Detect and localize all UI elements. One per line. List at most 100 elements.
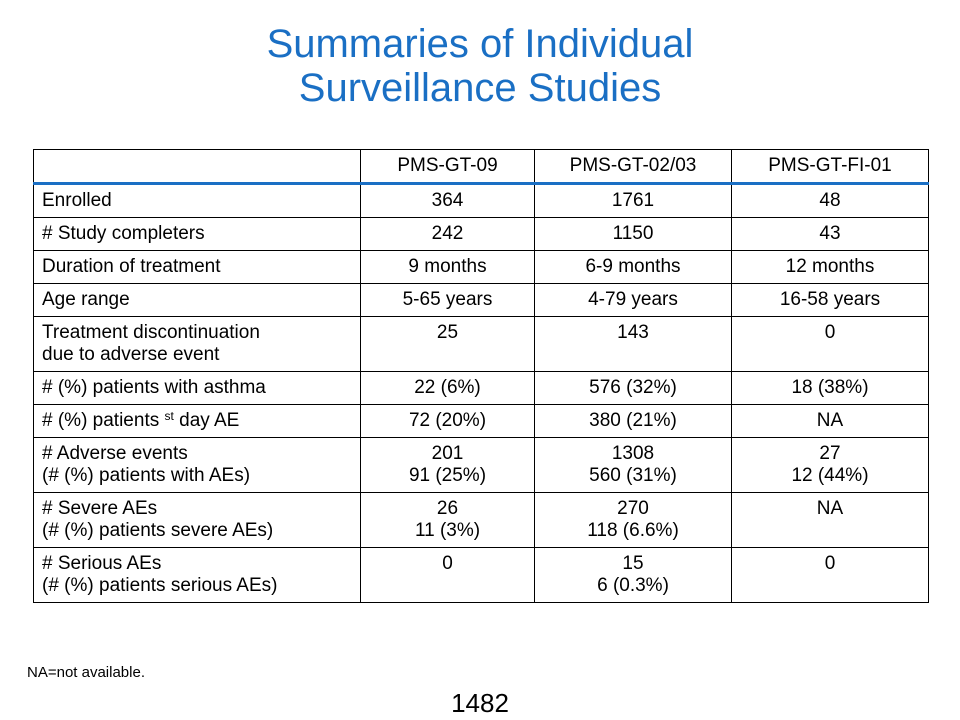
row-label-cell: Treatment discontinuation due to adverse … [33,316,361,372]
slide-title-line-2: Surveillance Studies [298,66,662,110]
value-text: 15 [622,553,644,574]
value-cell: 242 [360,217,535,251]
row-label-cell: # (%) patients with asthma [33,371,361,405]
table-row: # Adverse events (# (%) patients with AEs… [33,437,929,493]
row-label-cell: # Severe AEs (# (%) patients severe AEs) [33,492,361,548]
value-text: 11 (3%) [414,520,481,541]
value-cell: 26 11 (3%) [360,492,535,548]
table-row: Age range 5-65 years 4-79 years 16-58 years [33,283,929,317]
table-row: # (%) patients st day AE 72 (20%) 380 (21%… [33,404,929,438]
value-cell: 18 (38%) [731,371,929,405]
value-text: 0 [442,553,453,574]
value-cell: 72 (20%) [360,404,535,438]
value-text: 560 (31%) [589,465,677,486]
row-label-text: # Study completers [42,223,205,244]
value-text: 26 [436,498,459,519]
value-text: 48 [819,190,841,211]
value-cell: 48 [731,183,929,218]
row-label-cell: Enrolled [33,183,361,218]
surveillance-studies-table: PMS-GT-09 PMS-GT-02/03 PMS-GT-FI-01 Enro… [33,149,929,603]
value-cell: 43 [731,217,929,251]
table-row: Treatment discontinuation due to adverse … [33,316,929,372]
value-cell: 4-79 years [534,283,732,317]
value-text: 364 [431,190,464,211]
value-text: 0 [824,553,836,574]
value-text: 270 [617,498,649,519]
value-cell: 576 (32%) [534,371,732,405]
value-text: 380 (21%) [589,410,677,431]
value-text: 18 (38%) [791,377,869,398]
row-label-cell: # Study completers [33,217,361,251]
value-text: 91 (25%) [408,465,487,486]
value-text: 16-58 years [779,289,881,310]
value-cell: 5-65 years [360,283,535,317]
value-text: 43 [819,223,841,244]
value-cell: 0 [731,316,929,372]
table-body: Enrolled 364 1761 48 # Study completers 242 11… [33,183,929,603]
row-label-text: Enrolled [42,190,112,211]
row-label-cell: # (%) patients st day AE [33,404,361,438]
value-text: NA [816,498,844,519]
value-cell: 1761 [534,183,732,218]
value-cell: 25 [360,316,535,372]
value-text: 118 (6.6%) [587,520,679,541]
value-text: 1308 [611,443,655,464]
value-cell: NA [731,404,929,438]
row-label-text: (# (%) patients serious AEs) [42,575,278,596]
row-label-cell: Age range [33,283,361,317]
value-text: 22 (6%) [414,377,481,398]
value-text: 12 (44%) [791,465,869,486]
row-label-text: Duration of treatment [42,256,221,277]
slide-title-line-1: Summaries of Individual [266,22,694,66]
value-text: 27 [819,443,841,464]
value-cell: 1150 [534,217,732,251]
header-cell-pms-gt-fi-01: PMS-GT-FI-01 [731,149,929,185]
value-cell: 270 118 (6.6%) [534,492,732,548]
row-label-text: due to adverse event [42,344,220,365]
row-label-text: # (%) patients with asthma [42,377,266,398]
footnote: NA=not available. [27,664,145,681]
row-label-text: day AE [173,410,240,431]
header-cell-pms-gt-09: PMS-GT-09 [360,149,535,185]
value-text: 242 [431,223,464,244]
value-text: 4-79 years [588,289,678,310]
value-cell: 143 [534,316,732,372]
table-header-row: PMS-GT-09 PMS-GT-02/03 PMS-GT-FI-01 [33,149,929,185]
header-cell-pms-gt-02-03: PMS-GT-02/03 [534,149,732,185]
value-cell: 364 [360,183,535,218]
value-cell: 1308 560 (31%) [534,437,732,493]
row-label-superscript: st [164,409,174,423]
row-label-text: (# (%) patients with AEs) [42,465,251,486]
slide-title: Summaries of Individual Surveillance Stu… [0,22,960,110]
value-text: 0 [824,322,836,343]
value-cell: 15 6 (0.3%) [534,547,732,603]
row-label-cell: Duration of treatment [33,250,361,284]
value-cell: 9 months [360,250,535,284]
value-text: NA [816,410,844,431]
value-cell: 6-9 months [534,250,732,284]
table-row: # Severe AEs (# (%) patients severe AEs) 2… [33,492,929,548]
row-label-cell: # Adverse events (# (%) patients with AEs… [33,437,361,493]
value-text: 143 [617,322,649,343]
row-label-text: # Adverse events [42,443,188,464]
value-text: 576 (32%) [589,377,677,398]
value-text: 1761 [611,190,655,211]
row-label-text: Treatment discontinuation [42,322,260,343]
value-text: 72 (20%) [408,410,487,431]
table-row: # Serious AEs (# (%) patients serious AEs… [33,547,929,603]
row-label-text: # Serious AEs [42,553,162,574]
row-label-text: Age range [42,289,130,310]
table-row: Enrolled 364 1761 48 [33,183,929,218]
value-cell: NA [731,492,929,548]
row-label-cell: # Serious AEs (# (%) patients serious AEs… [33,547,361,603]
table-row: # (%) patients with asthma 22 (6%) 576 (32… [33,371,929,405]
table-row: # Study completers 242 1150 43 [33,217,929,251]
value-text: 12 months [785,256,875,277]
value-text: 9 months [408,256,487,277]
value-cell: 380 (21%) [534,404,732,438]
value-cell: 201 91 (25%) [360,437,535,493]
value-cell: 12 months [731,250,929,284]
value-cell: 0 [731,547,929,603]
row-label-text: # (%) patients [42,410,165,431]
value-text: 6 (0.3%) [597,575,669,596]
